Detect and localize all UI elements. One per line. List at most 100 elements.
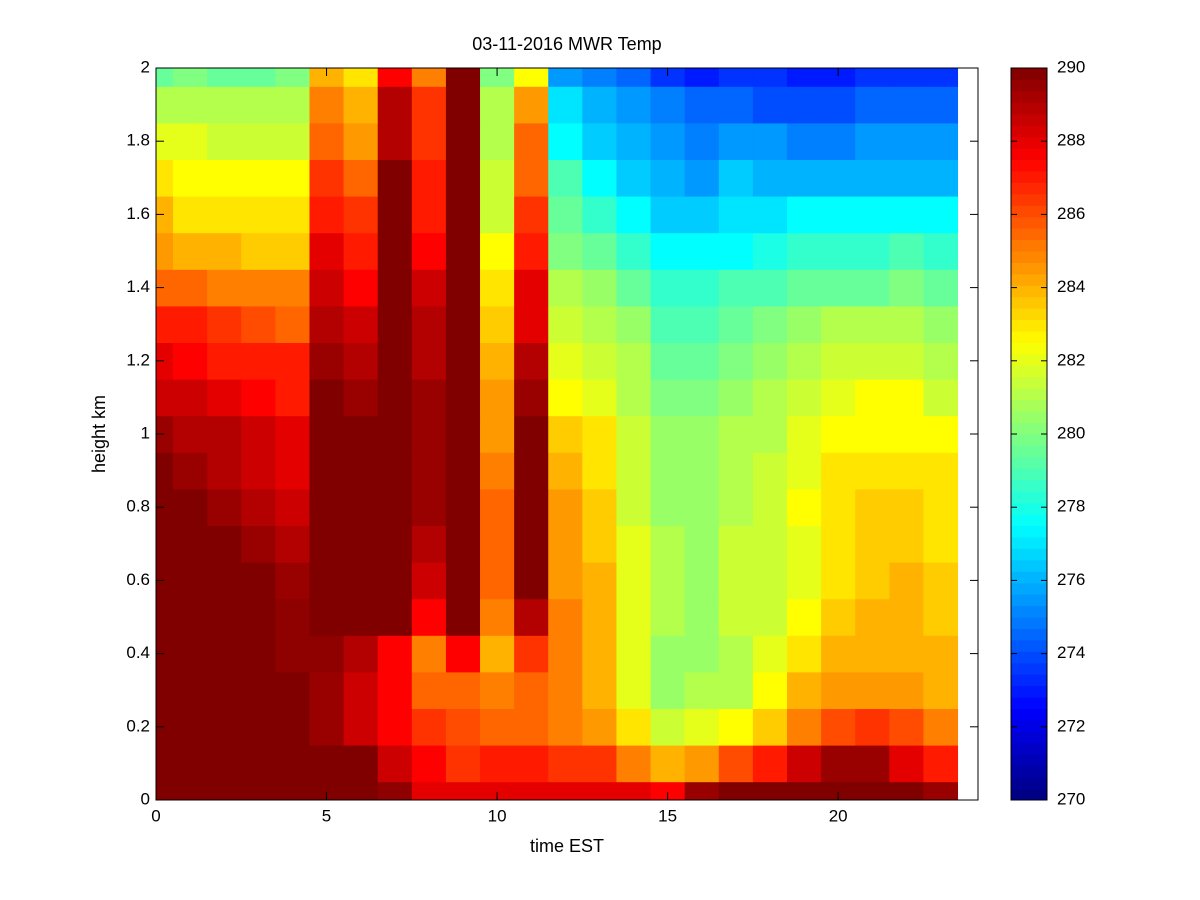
heatmap-cell bbox=[411, 415, 447, 453]
heatmap-cell bbox=[752, 342, 788, 380]
heatmap-cell bbox=[548, 598, 583, 636]
heatmap-cell bbox=[156, 452, 174, 490]
heatmap-cell bbox=[650, 598, 686, 636]
colorbar-tick-label: 276 bbox=[1057, 570, 1085, 589]
heatmap-cell bbox=[923, 745, 959, 783]
heatmap-cell bbox=[173, 598, 208, 636]
heatmap-cell bbox=[855, 671, 890, 709]
heatmap-cell bbox=[889, 452, 924, 490]
heatmap-cell bbox=[786, 159, 822, 197]
heatmap-cell bbox=[309, 708, 345, 746]
heatmap-cell bbox=[548, 708, 583, 746]
heatmap-cell bbox=[548, 305, 583, 343]
heatmap-cell bbox=[207, 635, 242, 673]
heatmap-cell bbox=[343, 122, 379, 160]
heatmap-cell bbox=[650, 562, 686, 600]
colorbar-swatch bbox=[1011, 559, 1047, 572]
heatmap-cell bbox=[855, 232, 890, 270]
heatmap-cell bbox=[156, 196, 174, 234]
x-tick-label: 10 bbox=[488, 806, 507, 825]
heatmap-cell bbox=[923, 671, 959, 709]
heatmap-cell bbox=[684, 232, 720, 270]
heatmap-cell bbox=[445, 122, 481, 160]
heatmap-cell bbox=[786, 671, 822, 709]
colorbar: 270 272 274 276 278 280 282 284 286 288 290 bbox=[1010, 57, 1085, 808]
heatmap-cell bbox=[309, 635, 345, 673]
colorbar-swatch bbox=[1011, 365, 1047, 378]
heatmap-cell bbox=[786, 68, 822, 87]
heatmap-cell bbox=[156, 488, 174, 526]
heatmap-cell bbox=[582, 122, 617, 160]
colorbar-swatch bbox=[1011, 617, 1047, 629]
heatmap-cell bbox=[855, 305, 890, 343]
heatmap-cell bbox=[241, 196, 276, 234]
heatmap-cell bbox=[889, 196, 924, 234]
heatmap-cell bbox=[684, 415, 720, 453]
heatmap-cell bbox=[377, 305, 413, 343]
heatmap-cell bbox=[173, 68, 208, 87]
heatmap-cell bbox=[548, 379, 583, 417]
heatmap-cell bbox=[445, 488, 481, 526]
heatmap-cell bbox=[343, 379, 379, 417]
heatmap-cell bbox=[718, 488, 754, 526]
colorbar-swatch bbox=[1011, 754, 1047, 767]
heatmap-cell bbox=[377, 598, 413, 636]
heatmap-cell bbox=[923, 708, 959, 746]
heatmap-cell bbox=[514, 598, 549, 636]
heatmap-cell bbox=[616, 122, 652, 160]
heatmap-cell bbox=[514, 68, 549, 87]
heatmap-cell bbox=[923, 232, 959, 270]
y-tick-label: 2 bbox=[141, 57, 150, 76]
heatmap-cell bbox=[786, 342, 822, 380]
heatmap-cell bbox=[173, 379, 208, 417]
heatmap-cell bbox=[718, 196, 754, 234]
heatmap-cell bbox=[582, 671, 617, 709]
heatmap-cell bbox=[207, 452, 242, 490]
heatmap-cell bbox=[821, 452, 856, 490]
heatmap-cell bbox=[156, 68, 174, 87]
colorbar-swatch bbox=[1011, 159, 1047, 172]
heatmap-cell bbox=[752, 68, 788, 87]
heatmap-cell bbox=[548, 269, 583, 307]
heatmap-cell bbox=[343, 671, 379, 709]
heatmap-cell bbox=[582, 781, 617, 800]
heatmap-cell bbox=[445, 781, 481, 800]
heatmap-cell bbox=[650, 269, 686, 307]
heatmap-cell bbox=[616, 342, 652, 380]
heatmap-cell bbox=[684, 488, 720, 526]
heatmap-cell bbox=[582, 415, 617, 453]
heatmap-cell bbox=[480, 68, 515, 87]
heatmap-cell bbox=[445, 562, 481, 600]
heatmap-cell bbox=[377, 488, 413, 526]
heatmap-cell bbox=[309, 598, 345, 636]
colorbar-swatch bbox=[1011, 777, 1047, 790]
heatmap-cell bbox=[821, 488, 856, 526]
heatmap-cell bbox=[821, 598, 856, 636]
colorbar-swatch bbox=[1011, 445, 1047, 458]
heatmap-cell bbox=[684, 708, 720, 746]
heatmap-cell bbox=[343, 342, 379, 380]
colorbar-swatch bbox=[1011, 582, 1047, 595]
y-tick-label: 1.2 bbox=[126, 350, 150, 369]
heatmap-cell bbox=[514, 562, 549, 600]
heatmap-cell bbox=[411, 379, 447, 417]
heatmap-cell bbox=[548, 745, 583, 783]
colorbar-swatch bbox=[1011, 205, 1047, 218]
heatmap-cell bbox=[548, 635, 583, 673]
heatmap-cell bbox=[718, 86, 754, 124]
heatmap-cell bbox=[207, 671, 242, 709]
heatmap-cell bbox=[582, 525, 617, 563]
heatmap-cell bbox=[889, 781, 924, 800]
heatmap-cell bbox=[821, 342, 856, 380]
heatmap-cell bbox=[718, 562, 754, 600]
heatmap-cell bbox=[718, 671, 754, 709]
y-tick-label: 0 bbox=[141, 789, 150, 808]
heatmap-cell bbox=[480, 598, 515, 636]
heatmap-cell bbox=[207, 159, 242, 197]
heatmap-cell bbox=[889, 415, 924, 453]
heatmap-cell bbox=[514, 122, 549, 160]
heatmap-cell bbox=[514, 488, 549, 526]
heatmap-cell bbox=[411, 671, 447, 709]
heatmap-cell bbox=[241, 488, 276, 526]
